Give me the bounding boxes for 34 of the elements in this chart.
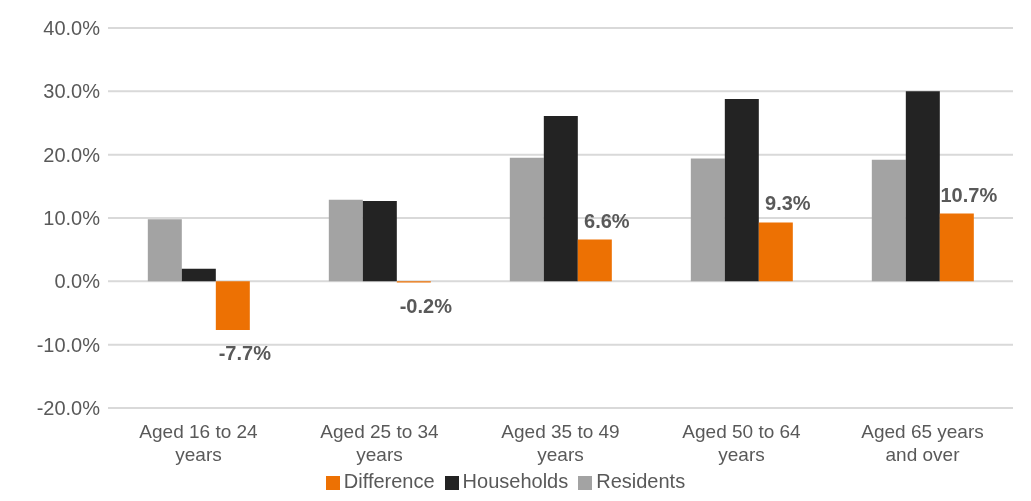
- bar: [543, 116, 578, 282]
- bar: [758, 222, 793, 282]
- bar: [181, 268, 216, 282]
- bar: [362, 200, 397, 282]
- data-label: -7.7%: [218, 342, 272, 365]
- y-tick-label: -10.0%: [36, 333, 101, 356]
- data-label: 9.3%: [765, 192, 811, 215]
- bar: [147, 219, 182, 282]
- bar: [724, 98, 759, 282]
- y-tick-label: 40.0%: [43, 17, 101, 40]
- x-tick-label: Aged 65 years and over: [861, 421, 984, 465]
- bar: [871, 159, 906, 282]
- data-label: 10.7%: [940, 183, 998, 206]
- x-tick-label: Aged 25 to 34 years: [320, 421, 440, 465]
- bar: [939, 213, 974, 282]
- data-label: -0.2%: [399, 294, 453, 317]
- y-tick-label: -20.0%: [36, 397, 101, 420]
- bar: [509, 157, 544, 282]
- legend-label: Residents: [596, 470, 686, 492]
- data-label: 6.6%: [584, 209, 630, 232]
- bar: [905, 91, 940, 282]
- bar: [328, 199, 363, 282]
- y-tick-label: 30.0%: [43, 80, 101, 103]
- legend-label: Difference: [343, 470, 435, 492]
- x-tick-label: Aged 16 to 24 years: [139, 421, 259, 465]
- bar: [577, 239, 612, 282]
- x-tick-label: Aged 50 to 64 years: [682, 421, 802, 465]
- y-tick-label: 20.0%: [43, 143, 101, 166]
- legend-label: Households: [462, 470, 569, 492]
- x-tick-label: Aged 35 to 49 years: [501, 421, 620, 465]
- bar: [690, 158, 725, 282]
- y-tick-label: 10.0%: [43, 207, 101, 230]
- y-tick-label: 0.0%: [54, 270, 101, 293]
- bar: [215, 281, 250, 331]
